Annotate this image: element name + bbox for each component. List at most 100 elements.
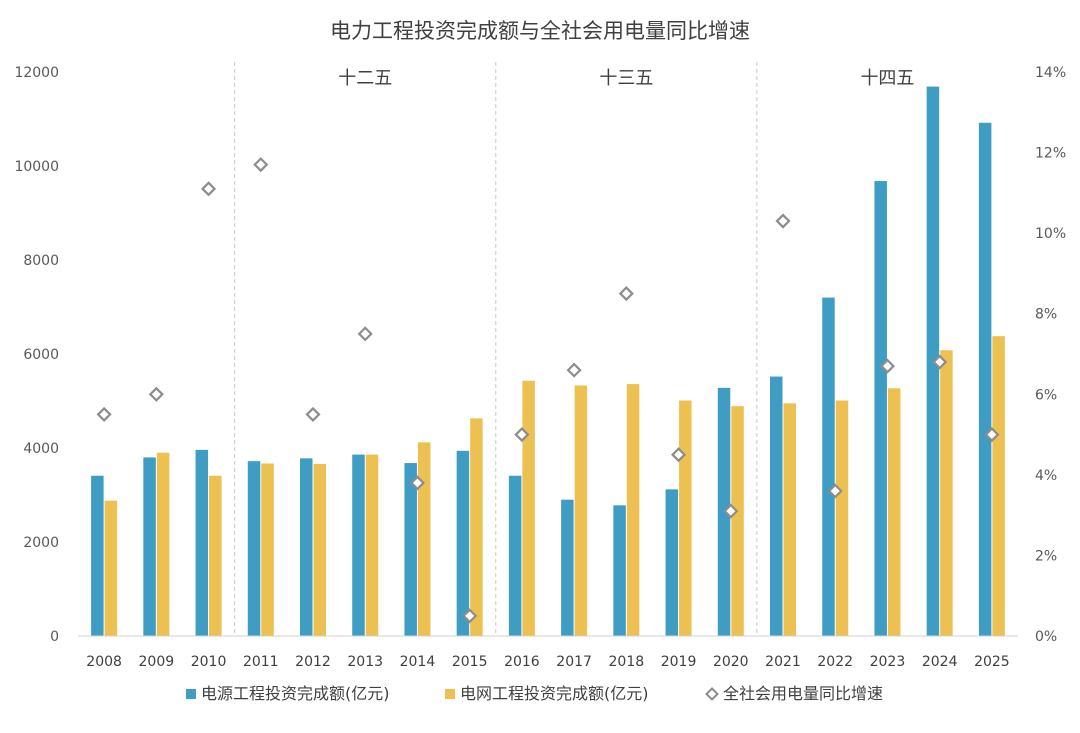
x-axis-tick-label: 2009 [139,654,175,670]
power-source-investment-bar [352,454,365,636]
left-axis-tick-label: 2000 [23,535,59,551]
growth-rate-marker [148,386,164,402]
power-source-investment-bar [717,387,731,636]
right-axis-tick-label: 10% [1035,226,1066,242]
left-axis: 0 2000 4000 6000 8000 10000 12000 [14,65,59,645]
x-axis-tick-label: 2011 [243,654,279,670]
grid-investment-bar [104,500,118,636]
power-source-investment-bar [247,461,261,636]
power-source-investment-bar [978,122,992,636]
power-source-investment-bar [404,463,417,636]
period-labels: 十二五 十三五 十四五 [338,68,914,89]
right-axis-tick-label: 2% [1035,548,1057,564]
x-axis-tick-label: 2016 [504,654,540,670]
power-source-investment-bar [300,458,313,636]
period-label: 十四五 [860,68,914,89]
grid-investment-bar [522,380,535,636]
legend-swatch-growth-rate [705,687,719,701]
grid-investment-bar [156,452,170,636]
right-axis-tick-label: 6% [1035,387,1057,403]
left-axis-tick-label: 0 [50,629,59,645]
right-axis-tick-label: 8% [1035,307,1057,323]
growth-rate-marker [200,181,217,197]
legend-label-grid: 电网工程投资完成额(亿元) [460,684,649,703]
grid-investment-bar [626,384,640,636]
growth-rate-marker [253,157,269,173]
grid-investment-bar [209,475,222,636]
chart-title: 电力工程投资完成额与全社会用电量同比增速 [330,19,750,43]
growth-rate-marker [409,475,426,491]
x-axis-tick-label: 2021 [765,654,801,670]
grid-investment-bar [835,400,849,636]
x-axis-tick-label: 2024 [922,654,958,670]
grid-investment-bar [261,463,274,636]
right-axis-tick-label: 14% [1035,65,1066,81]
x-axis-tick-label: 2018 [609,654,645,670]
x-axis-tick-label: 2008 [86,654,122,670]
legend-swatch-power-source [186,689,196,699]
grid-investment-bar [887,388,901,636]
power-source-investment-bar [822,297,835,636]
left-axis-tick-label: 12000 [14,65,59,81]
bars-layer [91,86,1005,637]
growth-rate-marker [723,503,739,519]
right-axis-tick-label: 4% [1035,468,1057,484]
growth-rate-marker [96,406,112,422]
power-source-investment-bar [561,499,574,636]
growth-rate-marker [827,483,843,499]
power-source-investment-bar [91,475,104,636]
grid-investment-bar [313,463,326,636]
right-axis-tick-label: 12% [1035,146,1066,162]
grid-investment-bar [470,418,483,636]
x-axis-tick-label: 2025 [974,654,1010,670]
power-source-investment-bar [143,457,156,636]
grid-investment-bar [940,350,953,636]
markers-layer [96,157,1000,624]
power-source-investment-bar [195,449,209,636]
grid-investment-bar [731,406,744,636]
legend-label-growth-rate: 全社会用电量同比增速 [723,684,883,703]
legend-label-power-source: 电源工程投资完成额(亿元) [201,684,390,703]
x-axis-tick-label: 2012 [295,654,331,670]
growth-rate-marker [462,608,478,624]
left-axis-tick-label: 10000 [14,159,59,175]
period-label: 十三五 [599,68,653,89]
x-axis-tick-label: 2022 [817,654,853,670]
growth-rate-marker [932,354,948,370]
power-source-investment-bar [665,489,679,636]
growth-rate-marker [879,358,896,374]
left-axis-tick-label: 4000 [23,441,59,457]
period-dividers [234,62,758,636]
growth-rate-marker [670,447,687,463]
grid-investment-bar [679,400,692,636]
grid-investment-bar [783,403,796,636]
x-axis-tick-label: 2014 [400,654,436,670]
power-source-investment-bar [874,181,887,637]
growth-rate-marker [566,362,582,378]
grid-investment-bar [365,454,379,636]
x-axis-tick-label: 2010 [191,654,227,670]
period-label: 十二五 [338,68,392,89]
x-axis-tick-label: 2013 [347,654,383,670]
right-axis: 0% 2% 4% 6% 8% 10% 12% 14% [1035,65,1066,645]
power-source-investment-bar [613,505,626,636]
growth-rate-marker [775,213,791,229]
x-axis: 2008 2009 2010 2011 2012 2013 2014 2015 2016 2017… [78,635,1018,670]
x-axis-tick-label: 2023 [870,654,906,670]
left-axis-tick-label: 8000 [23,253,59,269]
growth-rate-marker [618,286,634,302]
power-source-investment-bar [508,475,522,636]
x-axis-tick-label: 2020 [713,654,749,670]
x-axis-tick-label: 2015 [452,654,488,670]
power-source-investment-bar [456,450,470,636]
legend: 电源工程投资完成额(亿元) 电网工程投资完成额(亿元) 全社会用电量同比增速 [186,684,883,703]
grid-investment-bar [992,336,1005,636]
grid-investment-bar [417,442,431,636]
growth-rate-marker [305,406,321,422]
x-axis-tick-label: 2017 [556,654,592,670]
left-axis-tick-label: 6000 [23,347,59,363]
growth-rate-marker [984,427,1000,443]
grid-investment-bar [574,385,588,636]
